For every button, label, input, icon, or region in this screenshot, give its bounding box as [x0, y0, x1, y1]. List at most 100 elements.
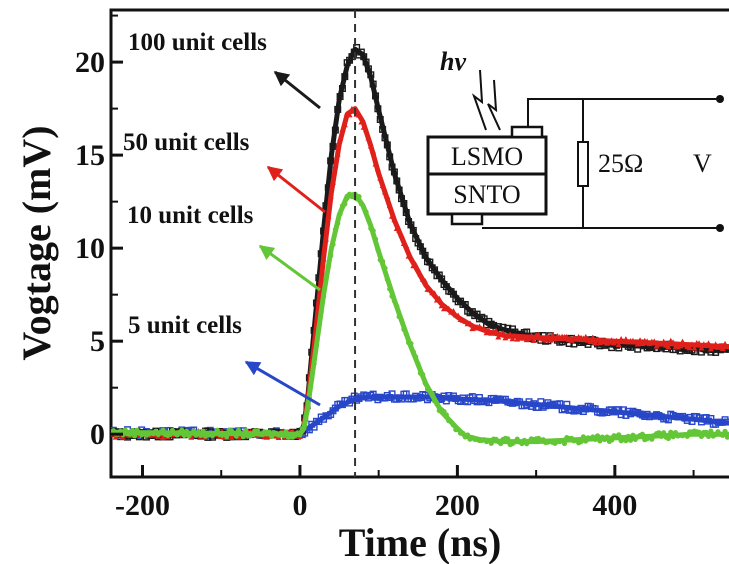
- data-point: [415, 265, 422, 272]
- data-point: [381, 134, 389, 142]
- snto-label: SNTO: [453, 180, 520, 209]
- y-tick-label: 15: [75, 139, 105, 172]
- data-point: [250, 432, 256, 438]
- data-point: [597, 438, 603, 444]
- data-point: [415, 361, 421, 367]
- data-point: [228, 434, 235, 440]
- data-point: [417, 271, 424, 277]
- data-point: [391, 216, 398, 223]
- plot-frame: [109, 8, 729, 479]
- data-point: [542, 336, 549, 343]
- data-point: [372, 92, 380, 100]
- data-point: [580, 434, 586, 440]
- data-point: [688, 341, 695, 347]
- data-point: [665, 435, 671, 442]
- snto-layer: [426, 172, 548, 216]
- data-point: [488, 330, 495, 336]
- data-point: [639, 340, 646, 347]
- data-point: [505, 436, 511, 442]
- data-point: [443, 412, 449, 418]
- data-point: [433, 297, 440, 303]
- data-point: [384, 276, 390, 283]
- data-point: [651, 338, 658, 344]
- data-point: [698, 433, 705, 440]
- data-point: [724, 434, 729, 440]
- data-point: [266, 429, 272, 435]
- data-point: [668, 429, 674, 435]
- data-point: [436, 295, 443, 302]
- data-point: [386, 202, 393, 209]
- data-point: [705, 340, 712, 346]
- data-point: [450, 307, 457, 314]
- data-point: [679, 338, 686, 345]
- resistor: [577, 141, 589, 187]
- data-point: [337, 135, 344, 142]
- data-point: [552, 335, 559, 342]
- data-point: [382, 265, 388, 271]
- series-100-unit-cells: [111, 43, 729, 441]
- data-point: [429, 391, 435, 397]
- data-point: [589, 334, 596, 341]
- data-point: [302, 422, 308, 428]
- y-tick-label: 20: [75, 46, 105, 79]
- annotation-10-unit-cells: 10 unit cells: [127, 202, 254, 229]
- data-point: [481, 325, 488, 332]
- data-point: [390, 168, 398, 176]
- data-point: [420, 372, 426, 378]
- data-point: [240, 434, 246, 440]
- data-point: [191, 428, 197, 434]
- data-point: [335, 220, 341, 226]
- data-point: [327, 193, 334, 199]
- data-point: [530, 337, 537, 344]
- data-point: [402, 209, 410, 217]
- data-point: [398, 317, 405, 323]
- data-point: [615, 341, 622, 348]
- data-point: [498, 440, 504, 447]
- data-point: [393, 177, 401, 185]
- data-point: [485, 327, 492, 334]
- data-point: [386, 153, 394, 161]
- data-point: [309, 375, 315, 382]
- data-point: [337, 211, 343, 217]
- resistor-label: 25Ω: [598, 149, 643, 178]
- data-point: [376, 115, 384, 123]
- data-point: [500, 330, 507, 336]
- data-point: [377, 175, 384, 181]
- data-point: [660, 338, 667, 345]
- data-point: [684, 433, 690, 439]
- data-point: [561, 440, 568, 447]
- data-point: [649, 436, 655, 442]
- annotation-5-unit-cells: 5 unit cells: [128, 312, 242, 339]
- data-point: [661, 430, 667, 436]
- data-point: [587, 338, 594, 345]
- data-point: [455, 312, 462, 318]
- data-point: [604, 434, 610, 440]
- data-point: [339, 126, 346, 132]
- data-point: [637, 337, 644, 343]
- data-point: [358, 118, 365, 125]
- data-point: [495, 333, 502, 340]
- data-point: [696, 340, 703, 346]
- data-point: [122, 427, 128, 433]
- data-point: [338, 85, 346, 93]
- data-point: [511, 333, 518, 339]
- data-point: [188, 434, 195, 440]
- data-point: [243, 427, 249, 434]
- data-point: [353, 43, 361, 51]
- data-point: [198, 432, 204, 438]
- data-point: [582, 333, 589, 340]
- data-point: [549, 332, 556, 338]
- data-point: [160, 427, 166, 433]
- data-point: [329, 142, 337, 150]
- data-point: [580, 335, 587, 341]
- data-point: [544, 333, 551, 339]
- data-point: [334, 105, 342, 113]
- data-point: [613, 337, 620, 344]
- x-axis-title: Time (ns): [339, 520, 502, 564]
- data-point: [528, 332, 535, 339]
- data-point: [608, 337, 615, 343]
- data-point: [330, 179, 337, 185]
- data-point: [355, 112, 362, 118]
- data-point: [379, 182, 386, 189]
- data-point: [127, 431, 133, 437]
